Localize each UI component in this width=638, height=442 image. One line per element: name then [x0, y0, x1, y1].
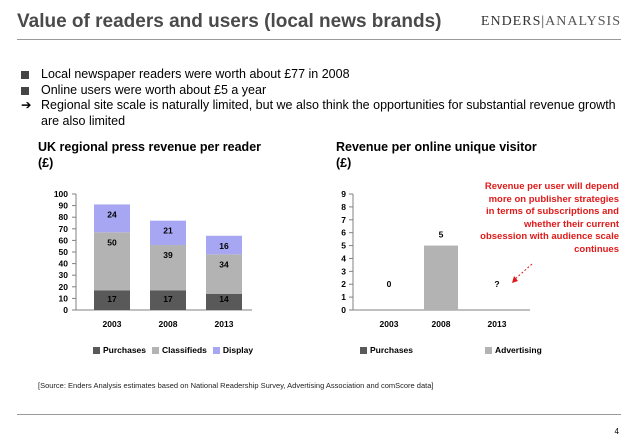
brand-main: ENDERS [480, 14, 542, 29]
brand-logo: ENDERS|ANALYSIS [481, 14, 621, 30]
chart-1-y-tick-label: 80 [59, 212, 69, 222]
bullet-item: Online users were worth about £5 a year [19, 83, 619, 99]
chart-1-title-text: UK regional press revenue per reader [38, 140, 262, 154]
chart-2-data-label: ? [494, 279, 499, 289]
chart-1-y-tick-label: 90 [59, 201, 69, 211]
chart-1-x-tick-label: 2013 [215, 319, 234, 329]
chart-1-data-label: 21 [163, 226, 173, 236]
bullet-list: Local newspaper readers were worth about… [19, 67, 619, 129]
legend-label: Classifieds [162, 345, 207, 355]
legend-swatch-classifieds [152, 346, 159, 354]
legend-item: Classifieds [152, 345, 207, 355]
brand-separator: | [541, 14, 546, 29]
chart-1-y-tick-label: 30 [59, 270, 69, 280]
chart-1-data-label: 17 [107, 294, 117, 304]
legend-item: Advertising [485, 345, 542, 355]
chart-2-y-tick-label: 4 [341, 253, 346, 263]
annotation-arrow-line [513, 263, 533, 281]
legend-item: Purchases [93, 345, 146, 355]
chart-2-legend: Purchases Advertising [360, 345, 548, 355]
chart-1-y-tick-label: 40 [59, 259, 69, 269]
chart-2-y-tick-label: 1 [341, 292, 346, 302]
chart-1-title: UK regional press revenue per reader (£) [38, 139, 261, 171]
legend-label: Display [222, 345, 254, 355]
chart-1-y-tick-label: 60 [59, 235, 69, 245]
source-note: [Source: Enders Analysis estimates based… [38, 381, 434, 390]
bullet-text: Local newspaper readers were worth about… [41, 67, 350, 81]
legend-swatch-advertising [485, 346, 492, 354]
legend-label: Advertising [495, 345, 542, 355]
annotation-arrow-head-icon [512, 276, 518, 283]
bullet-item: Local newspaper readers were worth about… [19, 67, 619, 83]
chart-2-y-tick-label: 7 [341, 215, 346, 225]
page-title: Value of readers and users (local news b… [17, 11, 442, 32]
legend-swatch-purchases [93, 346, 100, 354]
chart-2-y-tick-label: 0 [341, 305, 346, 315]
chart-2-x-tick-label: 2013 [488, 319, 507, 329]
chart-2-y-tick-label: 5 [341, 241, 346, 251]
chart-2-y-tick-label: 2 [341, 279, 346, 289]
chart-1-x-tick-label: 2003 [103, 319, 122, 329]
header-divider [17, 39, 621, 40]
legend-item: Display [212, 345, 254, 355]
chart-1-data-label: 34 [219, 259, 229, 269]
chart-1-y-tick-label: 100 [54, 189, 68, 199]
page-number: 4 [614, 427, 619, 436]
chart-1-data-label: 17 [163, 294, 173, 304]
chart-1-bar-classifieds [206, 254, 242, 294]
square-bullet-icon [21, 83, 35, 100]
chart-2-unit-label: (£) [336, 156, 352, 170]
legend-item: Purchases [360, 345, 413, 355]
legend-label: Purchases [370, 345, 413, 355]
chart-1-bar-purchases [206, 293, 242, 310]
chart-1-bar-purchases [94, 290, 130, 310]
chart-2-data-label: 0 [387, 279, 392, 289]
chart-1-bar-classifieds [150, 245, 186, 291]
legend-label: Purchases [103, 345, 146, 355]
chart-2-x-tick-label: 2003 [380, 319, 399, 329]
square-bullet-icon [21, 67, 35, 84]
chart-1-y-tick-label: 20 [59, 282, 69, 292]
chart-1-data-label: 50 [107, 237, 117, 247]
chart-2-x-tick-label: 2008 [432, 319, 451, 329]
chart-1-bar-classifieds [94, 232, 130, 291]
chart-2-y-tick-label: 3 [341, 266, 346, 276]
callout-annotation: Revenue per user will depend more on pub… [480, 181, 619, 255]
chart-1-data-label: 39 [163, 250, 173, 260]
chart-1-bar-display [150, 220, 186, 246]
chart-2-data-label: 5 [439, 230, 444, 240]
chart-1-y-tick-label: 50 [59, 247, 69, 257]
chart-1-y-tick-label: 70 [59, 224, 69, 234]
legend-swatch-purchases [360, 346, 367, 354]
chart-1-legend: Purchases Classifieds Display [93, 345, 259, 355]
chart-2-y-tick-label: 9 [341, 189, 346, 199]
chart-1-data-label: 24 [107, 209, 117, 219]
chart-1-y-tick-label: 0 [63, 305, 68, 315]
brand-sub: ANALYSIS [545, 14, 621, 29]
bullet-text: Online users were worth about £5 a year [41, 82, 267, 97]
chart-1-data-label: 14 [219, 294, 229, 304]
arrow-bullet-icon: ➔ [21, 98, 32, 112]
chart-1-y-tick-label: 10 [59, 293, 69, 303]
chart-1-bar-display [94, 204, 130, 233]
chart-1-x-tick-label: 2008 [159, 319, 178, 329]
chart-2-title-text: Revenue per online unique visitor [336, 140, 537, 154]
legend-swatch-display [212, 346, 220, 354]
chart-1-bar-purchases [150, 290, 186, 310]
bullet-item: ➔ Regional site scale is naturally limit… [19, 98, 619, 129]
chart-1-data-label: 16 [219, 241, 229, 251]
chart-2-title: Revenue per online unique visitor (£) [336, 139, 537, 171]
chart-2-y-tick-label: 6 [341, 228, 346, 238]
chart-1-bar-display [206, 235, 242, 255]
footer-divider [17, 414, 621, 415]
chart-1-unit-label: (£) [38, 156, 54, 170]
chart-2-bar-advertising [424, 245, 458, 310]
bullet-text: Regional site scale is naturally limited… [41, 98, 616, 128]
chart-2-y-tick-label: 8 [341, 202, 346, 212]
